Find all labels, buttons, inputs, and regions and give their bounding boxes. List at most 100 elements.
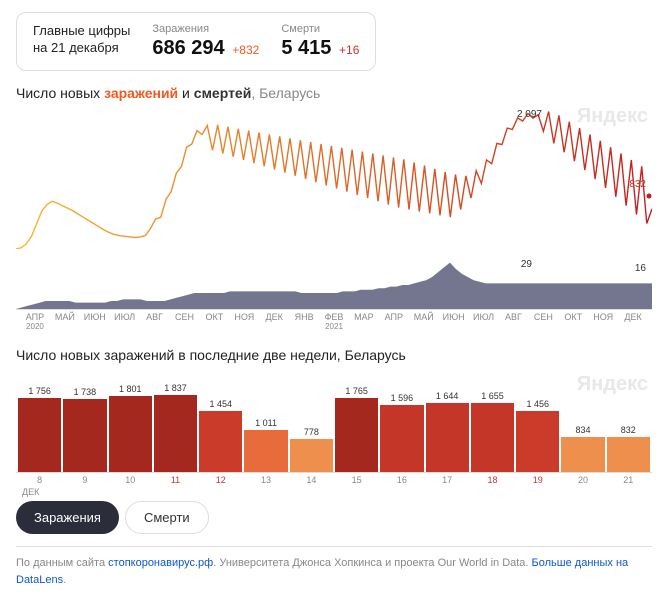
summary-title-line1: Главные цифры bbox=[33, 23, 130, 40]
x-tick: ОКТ bbox=[558, 312, 588, 331]
bar: 1 596 bbox=[380, 393, 423, 472]
line-peak-label: 2 097 bbox=[517, 109, 542, 120]
stat-deaths: Смерти 5 415 +16 bbox=[281, 23, 359, 60]
bar-day-label: 20 bbox=[561, 475, 604, 485]
footer-link-source[interactable]: стопкоронавирус.рф bbox=[108, 557, 213, 569]
bar-rect bbox=[380, 405, 423, 472]
x-tick: АПР2020 bbox=[20, 312, 50, 331]
bar-day-label: 9 bbox=[63, 475, 106, 485]
summary-date: Главные цифры на 21 декабря bbox=[33, 23, 130, 57]
bar-rect bbox=[63, 399, 106, 472]
bar-chart-title: Число новых заражений в последние две не… bbox=[16, 347, 652, 363]
tab-infections[interactable]: Заражения bbox=[16, 501, 119, 534]
bar-value-label: 1 454 bbox=[210, 399, 233, 409]
x-tick: АВГ bbox=[499, 312, 529, 331]
bar: 1 738 bbox=[63, 387, 106, 472]
x-tick: ИЮЛ bbox=[110, 312, 140, 331]
bar-day-label: 12 bbox=[199, 475, 242, 485]
bar-rect bbox=[607, 437, 650, 472]
bar-rect bbox=[290, 439, 333, 472]
bar-rect bbox=[18, 398, 61, 472]
bar: 1 011 bbox=[244, 418, 287, 473]
bar: 1 801 bbox=[109, 384, 152, 472]
stat-deaths-delta: +16 bbox=[339, 43, 359, 57]
bar-rect bbox=[109, 396, 152, 472]
bar-value-label: 1 655 bbox=[481, 391, 504, 401]
x-tick: ИЮЛ bbox=[469, 312, 499, 331]
bar: 1 644 bbox=[426, 391, 469, 472]
bar: 832 bbox=[607, 425, 650, 472]
line-chart-title: Число новых заражений и смертей, Беларус… bbox=[16, 85, 652, 101]
x-tick: СЕН bbox=[528, 312, 558, 331]
x-tick: ЯНВ bbox=[289, 312, 319, 331]
bar-rect bbox=[244, 430, 287, 473]
bar: 1 456 bbox=[516, 399, 559, 472]
x-tick: НОЯ bbox=[588, 312, 618, 331]
bar-day-label: 19 bbox=[516, 475, 559, 485]
bar-rect bbox=[561, 437, 604, 472]
bar-x-labels: 89101112131415161718192021 bbox=[16, 473, 652, 485]
x-tick: ДЕК bbox=[618, 312, 648, 331]
bar: 1 765 bbox=[335, 386, 378, 472]
bar-rect bbox=[199, 411, 242, 472]
stat-infections: Заражения 686 294 +832 bbox=[152, 23, 259, 60]
x-tick: АВГ bbox=[140, 312, 170, 331]
line-chart: Яндекс 2 097 832 bbox=[16, 109, 652, 249]
line-chart-svg bbox=[16, 109, 652, 249]
x-tick: МАР bbox=[349, 312, 379, 331]
bar-row: 1 756 1 738 1 801 1 837 1 454 1 011 778 1 765 1 … bbox=[16, 377, 652, 473]
tab-deaths[interactable]: Смерти bbox=[125, 501, 209, 534]
bar-day-label: 18 bbox=[471, 475, 514, 485]
x-tick: МАЙ bbox=[50, 312, 80, 331]
x-tick: СЕН bbox=[170, 312, 200, 331]
stat-infections-delta: +832 bbox=[232, 43, 259, 57]
bar-value-label: 832 bbox=[621, 425, 636, 435]
x-tick: ФЕВ2021 bbox=[319, 312, 349, 331]
line-last-label: 832 bbox=[629, 179, 646, 190]
bar-value-label: 1 456 bbox=[526, 399, 549, 409]
x-tick: ОКТ bbox=[199, 312, 229, 331]
bar-value-label: 1 837 bbox=[164, 383, 187, 393]
mini-chart-svg bbox=[16, 253, 652, 309]
bar-day-label: 15 bbox=[335, 475, 378, 485]
bar-value-label: 1 765 bbox=[345, 386, 368, 396]
bar: 778 bbox=[290, 427, 333, 472]
bar-value-label: 1 756 bbox=[28, 386, 51, 396]
x-tick: АПР bbox=[379, 312, 409, 331]
bar-day-label: 10 bbox=[109, 475, 152, 485]
bar-day-label: 8 bbox=[18, 475, 61, 485]
stat-deaths-value: 5 415 bbox=[281, 37, 331, 59]
stat-infections-value: 686 294 bbox=[152, 37, 224, 59]
bar: 1 756 bbox=[18, 386, 61, 472]
bar-day-label: 13 bbox=[244, 475, 287, 485]
x-tick: МАЙ bbox=[409, 312, 439, 331]
bar-value-label: 1 011 bbox=[255, 418, 277, 428]
x-axis: АПР2020МАЙИЮНИЮЛАВГСЕНОКТНОЯДЕКЯНВФЕВ202… bbox=[16, 309, 652, 331]
tabs: Заражения Смерти bbox=[16, 501, 652, 534]
bar-value-label: 1 738 bbox=[74, 387, 97, 397]
bar-value-label: 834 bbox=[576, 425, 591, 435]
x-tick: ИЮН bbox=[80, 312, 110, 331]
mini-chart: 29 16 АПР2020МАЙИЮНИЮЛАВГСЕНОКТНОЯДЕКЯНВ… bbox=[16, 253, 652, 331]
bar-day-label: 21 bbox=[607, 475, 650, 485]
bar-rect bbox=[516, 411, 559, 472]
x-tick: ДЕК bbox=[259, 312, 289, 331]
bar: 834 bbox=[561, 425, 604, 472]
bar-rect bbox=[154, 395, 197, 472]
bar-day-label: 11 bbox=[154, 475, 197, 485]
bar-day-label: 14 bbox=[290, 475, 333, 485]
summary-title-line2: на 21 декабря bbox=[33, 40, 130, 57]
stat-infections-label: Заражения bbox=[152, 23, 259, 35]
summary-card: Главные цифры на 21 декабря Заражения 68… bbox=[16, 12, 376, 71]
bar-rect bbox=[426, 403, 469, 472]
bar-value-label: 1 596 bbox=[391, 393, 414, 403]
bar-chart: Яндекс 1 7561 7381 8011 8371 4541 011778… bbox=[16, 377, 652, 485]
bar: 1 837 bbox=[154, 383, 197, 472]
bar-day-label: 16 bbox=[380, 475, 423, 485]
bar-rect bbox=[335, 398, 378, 472]
bar-value-label: 1 801 bbox=[119, 384, 142, 394]
bar-value-label: 1 644 bbox=[436, 391, 459, 401]
bar-rect bbox=[471, 403, 514, 473]
x-tick: ИЮН bbox=[439, 312, 469, 331]
bar: 1 454 bbox=[199, 399, 242, 472]
